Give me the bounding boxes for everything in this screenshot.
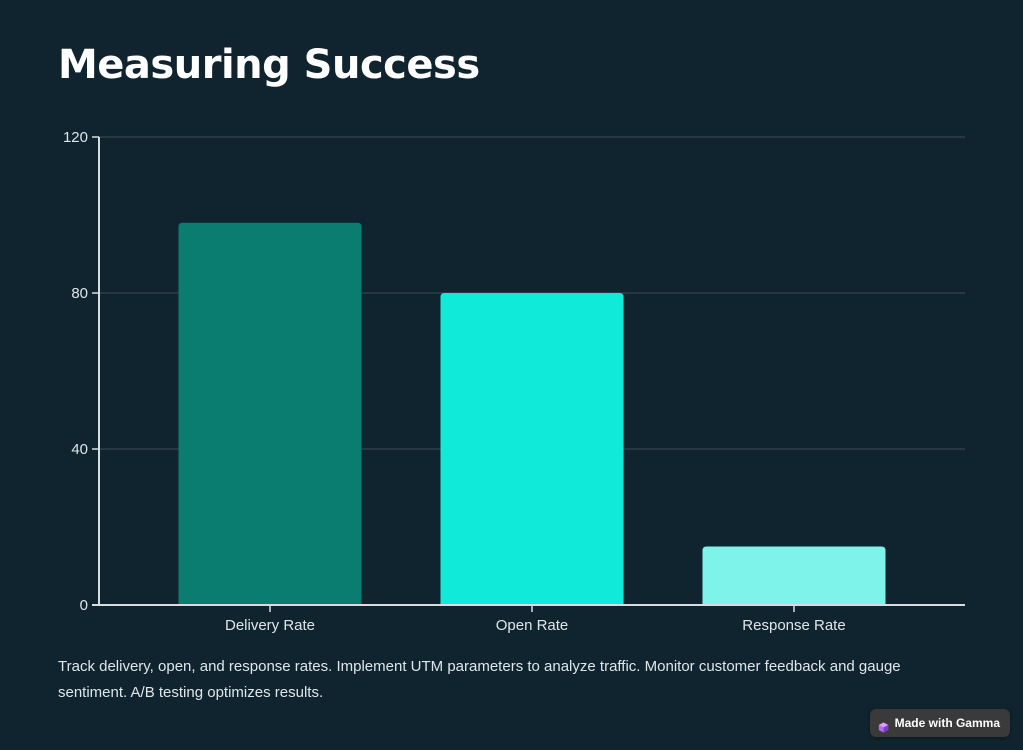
y-tick-label: 40 — [71, 441, 88, 458]
gamma-logo-icon — [878, 718, 889, 732]
slide-caption: Track delivery, open, and response rates… — [58, 658, 901, 701]
x-tick-label: Delivery Rate — [225, 617, 315, 634]
axis-labels: 0 40 80 120 Delivery Rate Open Rate Response R… — [63, 129, 846, 634]
x-tick-label: Response Rate — [742, 617, 845, 634]
slide-title: Measuring Success — [58, 42, 480, 88]
bar-delivery-rate — [178, 222, 362, 606]
made-with-gamma-badge[interactable]: Made with Gamma — [869, 709, 1010, 737]
x-tick-label: Open Rate — [496, 617, 569, 634]
axes — [92, 136, 965, 612]
bar-response-rate — [702, 546, 886, 605]
y-tick-label: 0 — [80, 597, 88, 614]
bar-open-rate — [440, 293, 624, 605]
badge-label: Made with Gamma — [894, 716, 1000, 730]
y-tick-label: 120 — [63, 129, 88, 146]
bars — [178, 222, 886, 606]
y-tick-label: 80 — [71, 285, 88, 302]
bar-chart: 0 40 80 120 Delivery Rate Open Rate Response R… — [63, 129, 965, 634]
